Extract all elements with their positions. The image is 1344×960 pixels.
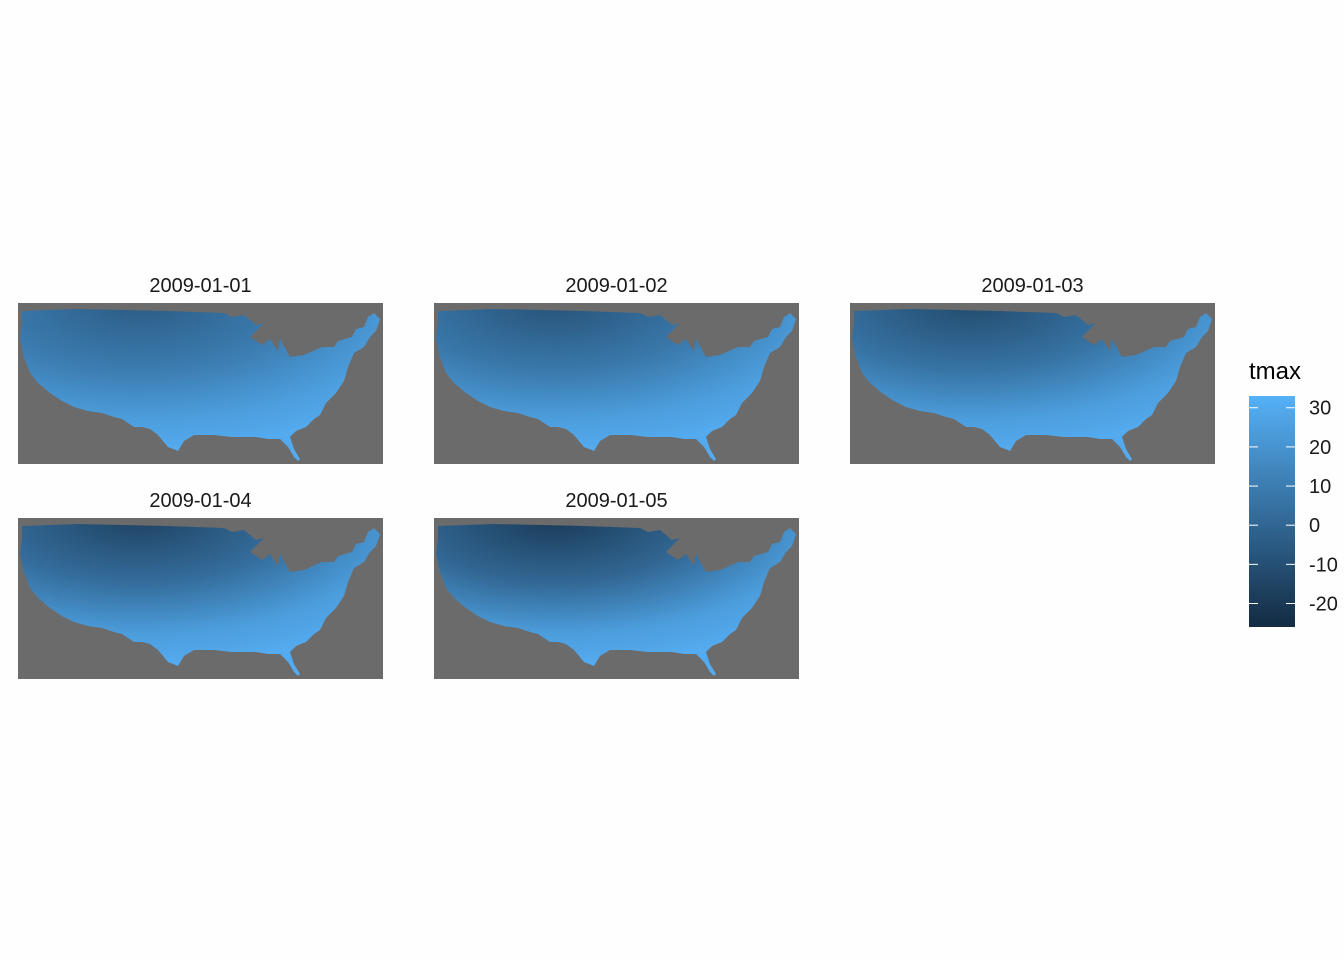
legend-tick-label: -20 (1309, 594, 1338, 616)
facet-panel: 2009-01-02 (434, 275, 799, 464)
legend-tick-label: 10 (1309, 476, 1331, 498)
facet-panel: 2009-01-04 (18, 490, 383, 679)
legend-ticks: 30 20 10 0 -10 -20 (1249, 398, 1338, 616)
legend-colorbar (1249, 396, 1295, 627)
legend-tick-label: 0 (1309, 515, 1320, 537)
facet-panel-title: 2009-01-03 (981, 275, 1083, 297)
facet-panel: 2009-01-03 (850, 275, 1215, 464)
facet-panel: 2009-01-01 (18, 275, 383, 464)
facet-panel: 2009-01-05 (434, 490, 799, 679)
legend-tick-label: 20 (1309, 437, 1331, 459)
facet-panel-title: 2009-01-01 (149, 275, 251, 297)
panels-layer: 2009-01-01 2009-01-02 2009-01-03 2009-01-04… (18, 275, 1215, 679)
facet-panel-title: 2009-01-04 (149, 490, 251, 512)
legend-tick-label: 30 (1309, 398, 1331, 420)
facet-panel-title: 2009-01-05 (565, 490, 667, 512)
legend-title: tmax (1249, 358, 1301, 385)
legend-tick-label: -10 (1309, 554, 1338, 576)
facet-panel-title: 2009-01-02 (565, 275, 667, 297)
legend: tmax 30 20 10 0 -10 -20 (1249, 358, 1338, 627)
